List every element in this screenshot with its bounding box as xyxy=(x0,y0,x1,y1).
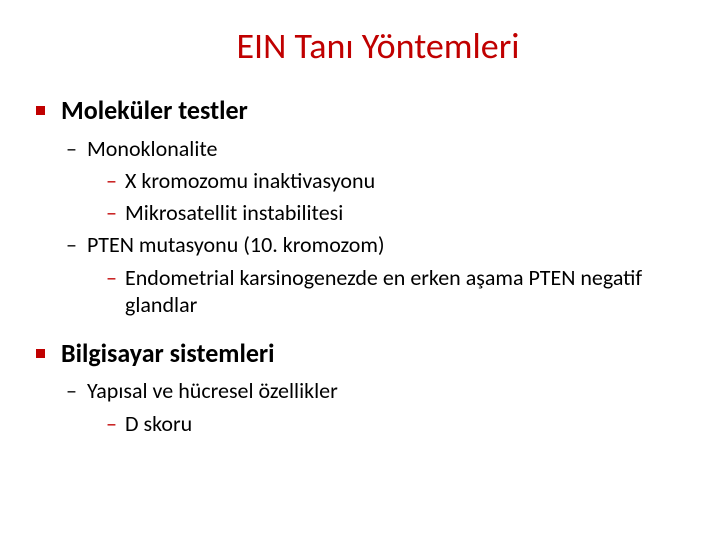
endash-bullet-icon: – xyxy=(66,231,77,260)
list-item: – Endometrial karsinogenezde en erken aş… xyxy=(106,264,672,319)
level3-label: Endometrial karsinogenezde en erken aşam… xyxy=(125,264,672,319)
list-item: – PTEN mutasyonu (10. kromozom) – Endome… xyxy=(66,231,672,319)
endash-bullet-icon: – xyxy=(66,377,77,406)
bullet-list-level1: Moleküler testler – Monoklonalite – X kr… xyxy=(36,94,672,439)
list-item: Moleküler testler – Monoklonalite – X kr… xyxy=(36,94,672,319)
list-item: Bilgisayar sistemleri – Yapısal ve hücre… xyxy=(36,337,672,439)
slide-title: EIN Tanı Yöntemleri xyxy=(84,24,672,68)
endash-bullet-icon: – xyxy=(106,167,117,196)
bullet-list-level2: – Yapısal ve hücresel özellikler – D sko… xyxy=(36,377,672,438)
level2-row: – Monoklonalite xyxy=(66,135,672,164)
square-bullet-icon xyxy=(36,349,45,358)
level2-row: – PTEN mutasyonu (10. kromozom) xyxy=(66,231,672,260)
list-item: – Yapısal ve hücresel özellikler – D sko… xyxy=(66,377,672,438)
endash-bullet-icon: – xyxy=(66,135,77,164)
level2-label: Monoklonalite xyxy=(87,135,218,164)
square-bullet-icon xyxy=(36,106,45,115)
level3-row: – Mikrosatellit instabilitesi xyxy=(106,199,672,228)
level2-label: Yapısal ve hücresel özellikler xyxy=(87,377,338,406)
list-item: – D skoru xyxy=(106,410,672,439)
level1-label: Bilgisayar sistemleri xyxy=(61,337,275,370)
list-item: – Monoklonalite – X kromozomu inaktivasy… xyxy=(66,135,672,228)
slide-container: EIN Tanı Yöntemleri Moleküler testler – … xyxy=(0,0,720,540)
level3-row: – Endometrial karsinogenezde en erken aş… xyxy=(106,264,672,319)
list-item: – Mikrosatellit instabilitesi xyxy=(106,199,672,228)
bullet-list-level3: – Endometrial karsinogenezde en erken aş… xyxy=(66,264,672,319)
level1-row: Moleküler testler xyxy=(36,94,672,127)
level3-label: D skoru xyxy=(125,410,192,438)
bullet-list-level3: – X kromozomu inaktivasyonu – Mikrosatel… xyxy=(66,167,672,227)
level3-label: Mikrosatellit instabilitesi xyxy=(125,199,343,227)
level2-label: PTEN mutasyonu (10. kromozom) xyxy=(87,231,385,260)
level1-row: Bilgisayar sistemleri xyxy=(36,337,672,370)
level2-row: – Yapısal ve hücresel özellikler xyxy=(66,377,672,406)
level1-label: Moleküler testler xyxy=(61,94,248,127)
endash-bullet-icon: – xyxy=(106,199,117,228)
level3-label: X kromozomu inaktivasyonu xyxy=(125,167,375,195)
bullet-list-level2: – Monoklonalite – X kromozomu inaktivasy… xyxy=(36,135,672,319)
list-item: – X kromozomu inaktivasyonu xyxy=(106,167,672,196)
level3-row: – X kromozomu inaktivasyonu xyxy=(106,167,672,196)
endash-bullet-icon: – xyxy=(106,264,117,293)
bullet-list-level3: – D skoru xyxy=(66,410,672,439)
endash-bullet-icon: – xyxy=(106,410,117,439)
level3-row: – D skoru xyxy=(106,410,672,439)
